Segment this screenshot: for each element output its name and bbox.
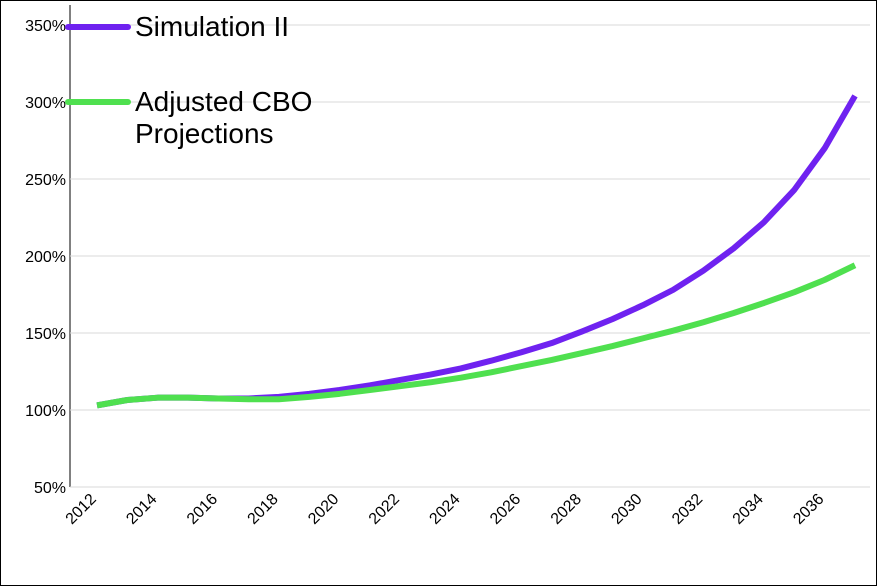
y-tick-label: 350% [25,18,66,35]
legend-label: Adjusted CBO Projections [135,86,313,149]
legend-label: Simulation II [135,11,290,42]
y-tick-label: 200% [25,249,66,266]
y-tick-label: 100% [25,403,66,420]
y-tick-label: 150% [25,326,66,343]
series-line [96,262,857,409]
y-tick-label: 300% [25,95,66,112]
y-tick-label: 50% [34,480,66,497]
y-tick-label: 250% [25,172,66,189]
